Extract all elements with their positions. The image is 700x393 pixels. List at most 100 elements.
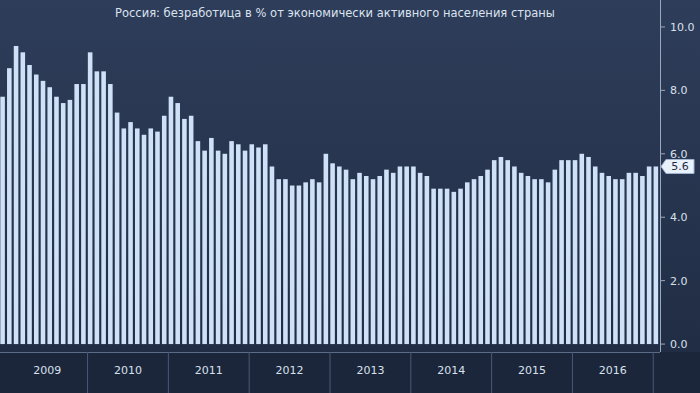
bar	[425, 176, 430, 344]
bar	[579, 154, 584, 344]
bar	[276, 179, 281, 344]
bar	[606, 176, 611, 344]
bar	[633, 173, 638, 344]
bar	[101, 71, 106, 344]
bar	[270, 166, 275, 344]
bar	[364, 176, 369, 344]
y-tick-label: 6.0	[670, 148, 688, 161]
bar	[256, 147, 261, 344]
bar	[297, 186, 302, 345]
bar	[34, 75, 39, 345]
bar	[169, 97, 174, 344]
bar	[54, 97, 59, 344]
y-tick	[660, 153, 665, 154]
x-divider	[249, 352, 250, 393]
x-tick-label: 2016	[599, 364, 627, 377]
bar	[223, 154, 228, 344]
bar	[68, 100, 73, 344]
bar	[115, 113, 120, 344]
bar	[88, 52, 93, 344]
bar	[330, 163, 335, 344]
bar	[526, 176, 531, 344]
bar	[404, 166, 409, 344]
bar	[532, 179, 537, 344]
x-divider	[87, 352, 88, 393]
bar	[600, 173, 605, 344]
bar	[384, 170, 389, 344]
bar	[499, 157, 504, 344]
x-tick-label: 2011	[195, 364, 223, 377]
bar	[465, 182, 470, 344]
bar	[128, 122, 133, 344]
bar	[189, 116, 194, 344]
bar	[229, 141, 234, 344]
y-tick-label: 8.0	[670, 84, 688, 97]
bar	[303, 182, 308, 344]
bar	[546, 182, 551, 344]
bar	[337, 166, 342, 344]
x-divider	[330, 352, 331, 393]
bar	[512, 166, 517, 344]
y-tick-label: 4.0	[670, 211, 688, 224]
bar	[182, 119, 187, 344]
bar	[310, 179, 315, 344]
bar	[519, 173, 524, 344]
y-tick	[660, 217, 665, 218]
bar	[647, 166, 652, 344]
bar	[263, 144, 268, 344]
bar	[162, 116, 167, 344]
y-tick-label: 0.0	[670, 338, 688, 351]
bar	[135, 128, 140, 344]
bar	[243, 151, 248, 344]
bar	[478, 176, 483, 344]
bar	[175, 103, 180, 344]
annotation-badge	[661, 159, 694, 173]
bar	[122, 128, 127, 344]
bar	[431, 189, 436, 344]
bar	[445, 189, 450, 344]
bar	[236, 144, 241, 344]
bar	[398, 166, 403, 344]
bar	[148, 128, 153, 344]
bar	[539, 179, 544, 344]
bar	[351, 179, 356, 344]
bar	[593, 166, 598, 344]
bar	[324, 154, 329, 344]
x-divider	[168, 352, 169, 393]
bar	[391, 173, 396, 344]
bar	[14, 46, 19, 344]
bar	[452, 192, 457, 344]
bar	[290, 186, 295, 345]
bar	[196, 141, 201, 344]
x-axis-band	[0, 352, 700, 393]
x-tick-label: 2015	[518, 364, 546, 377]
bar	[371, 179, 376, 344]
bar	[0, 97, 5, 344]
bar	[438, 189, 443, 344]
y-tick-label: 10.0	[670, 21, 695, 34]
bar	[21, 52, 26, 344]
y-tick	[660, 280, 665, 281]
bar	[41, 81, 46, 344]
bar	[108, 84, 113, 344]
bar	[472, 179, 477, 344]
bar	[586, 157, 591, 344]
bar	[620, 179, 625, 344]
bars	[0, 46, 658, 344]
x-tick-label: 2013	[356, 364, 384, 377]
bar	[418, 173, 423, 344]
x-divider	[410, 352, 411, 393]
x-tick-label: 2009	[33, 364, 61, 377]
y-tick	[660, 344, 665, 345]
bar	[573, 160, 578, 344]
bar	[411, 166, 416, 344]
title: Россия: безработица в % от экономически …	[115, 6, 555, 20]
bar	[95, 71, 100, 344]
bar	[357, 173, 362, 344]
bar	[7, 68, 12, 344]
bar	[553, 170, 558, 344]
bar	[640, 176, 645, 344]
bar	[505, 160, 510, 344]
bar	[317, 182, 322, 344]
x-divider	[572, 352, 573, 393]
